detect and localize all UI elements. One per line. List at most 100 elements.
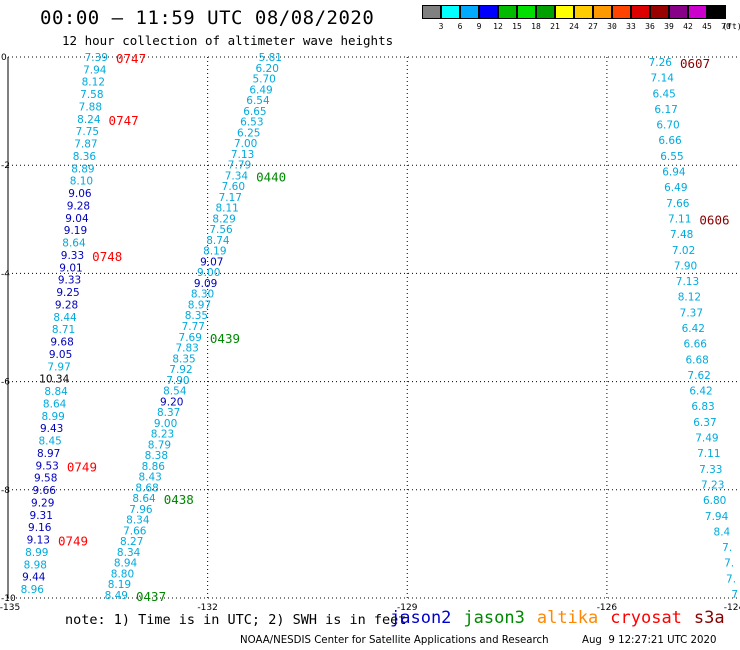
wave-height-value: 9.68 bbox=[50, 337, 73, 349]
pass-time-label: 0747 bbox=[116, 51, 146, 66]
colorbar-swatch bbox=[650, 5, 669, 19]
wave-height-value: 9.09 bbox=[194, 278, 217, 290]
colorbar-tick-label: 42 bbox=[683, 22, 693, 31]
wave-height-value: 7.90 bbox=[674, 260, 697, 272]
wave-height-value: 8.44 bbox=[53, 312, 77, 324]
colorbar-swatch bbox=[460, 5, 479, 19]
wave-height-value: 5.70 bbox=[252, 74, 275, 86]
wave-height-value: 7.87 bbox=[74, 139, 97, 151]
wave-height-value: 8.43 bbox=[138, 472, 161, 484]
wave-height-value: 8.68 bbox=[135, 482, 158, 494]
wave-height-value: 9.20 bbox=[160, 396, 183, 408]
wave-height-value: 10.34 bbox=[39, 374, 69, 386]
wave-height-value: 8.45 bbox=[38, 436, 61, 448]
wave-height-value: 6.54 bbox=[246, 95, 270, 107]
wave-height-value: 6.49 bbox=[664, 182, 687, 194]
wave-height-value: 8.27 bbox=[120, 536, 143, 548]
wave-height-value: 9.28 bbox=[55, 299, 78, 311]
wave-height-value: 8.36 bbox=[73, 151, 97, 163]
wave-height-value: 7.88 bbox=[79, 101, 102, 113]
y-tick-label: -2 bbox=[1, 161, 10, 171]
credit-line: NOAA/NESDIS Center for Satellite Applica… bbox=[240, 635, 549, 646]
colorbar-tick-label: 39 bbox=[664, 22, 674, 31]
wave-height-value: 7.00 bbox=[234, 138, 257, 150]
wave-height-value: 9.58 bbox=[34, 473, 57, 485]
wave-height-value: 8.94 bbox=[114, 558, 138, 570]
wave-height-value: 7.90 bbox=[166, 375, 189, 387]
wave-height-value: 6.68 bbox=[685, 354, 708, 366]
colorbar-tick-label: 9 bbox=[476, 22, 482, 31]
colorbar-swatch bbox=[517, 5, 536, 19]
colorbar-swatch bbox=[669, 5, 688, 19]
wave-height-value: 8.35 bbox=[185, 310, 208, 322]
units-note: note: 1) Time is in UTC; 2) SWH is in fe… bbox=[65, 612, 407, 628]
wave-height-value: 7.26 bbox=[649, 57, 673, 69]
wave-height-value: 7. bbox=[724, 558, 734, 570]
wave-height-value: 6.55 bbox=[660, 151, 683, 163]
wave-height-value: 9.00 bbox=[197, 267, 220, 279]
wave-height-value: 8.99 bbox=[41, 411, 64, 423]
pass-time-label: 0437 bbox=[136, 589, 166, 604]
wave-height-value: 6.20 bbox=[256, 63, 279, 75]
colorbar-swatch bbox=[555, 5, 574, 19]
wave-height-value: 6.42 bbox=[682, 323, 705, 335]
wave-height-value: 7.37 bbox=[680, 307, 703, 319]
wave-height-value: 6.94 bbox=[662, 167, 686, 179]
x-tick-label: -132 bbox=[197, 603, 217, 613]
pass-time-label: 0749 bbox=[67, 459, 97, 474]
wave-height-value: 7.11 bbox=[697, 448, 720, 460]
colorbar-tick-label: 3 bbox=[438, 22, 444, 31]
wave-height-value: 8.11 bbox=[215, 203, 238, 215]
wave-height-value: 9.53 bbox=[35, 460, 58, 472]
wave-height-value: 8.35 bbox=[172, 353, 195, 365]
pass-time-label: 0749 bbox=[58, 534, 88, 549]
wave-height-value: 7.69 bbox=[179, 332, 202, 344]
chart-subtitle: 12 hour collection of altimeter wave hei… bbox=[62, 33, 394, 48]
wave-height-value: 9.31 bbox=[30, 510, 53, 522]
y-tick-label: -8 bbox=[1, 486, 10, 496]
wave-height-value: 8.97 bbox=[188, 299, 211, 311]
wave-height-value: 9.00 bbox=[154, 418, 177, 430]
wave-height-value: 9.25 bbox=[56, 287, 79, 299]
colorbar-swatch bbox=[498, 5, 517, 19]
colorbar-swatch bbox=[688, 5, 707, 19]
wave-height-value: 8.99 bbox=[25, 547, 48, 559]
wave-height-value: 9.28 bbox=[67, 200, 90, 212]
satellite-legend-jason2: jason2 bbox=[390, 608, 452, 628]
generated-timestamp: Aug 9 12:27:21 UTC 2020 bbox=[582, 635, 717, 646]
wave-height-value: 8.34 bbox=[126, 515, 150, 527]
wave-height-value: 7.94 bbox=[83, 64, 107, 76]
x-tick-label: -126 bbox=[597, 603, 618, 613]
pass-time-label: 0439 bbox=[210, 331, 240, 346]
wave-height-value: 8.64 bbox=[132, 493, 156, 505]
wave-height-value: 8.12 bbox=[82, 77, 105, 89]
wave-height-value: 8.96 bbox=[21, 584, 45, 596]
colorbar-tick-label: 30 bbox=[607, 22, 617, 31]
y-tick-label: 0 bbox=[1, 53, 7, 63]
colorbar-swatch bbox=[441, 5, 460, 19]
wave-height-value: 8.64 bbox=[43, 398, 67, 410]
colorbar-swatch bbox=[574, 5, 593, 19]
wave-height-value: 8.30 bbox=[191, 289, 214, 301]
colorbar-tick-label: 45 bbox=[702, 22, 712, 31]
pass-time-label: 0748 bbox=[92, 249, 122, 264]
wave-height-value: 9.05 bbox=[49, 349, 72, 361]
colorbar-swatch bbox=[707, 5, 726, 19]
colorbar-swatch bbox=[536, 5, 555, 19]
wave-height-value: 6.42 bbox=[689, 386, 712, 398]
wave-height-value: 6.45 bbox=[652, 88, 675, 100]
chart-title: 00:00 – 11:59 UTC 08/08/2020 bbox=[40, 7, 375, 29]
wave-height-value: 8.79 bbox=[148, 439, 171, 451]
wave-height-value: 8.37 bbox=[157, 407, 180, 419]
x-tick-label: -124 bbox=[724, 603, 740, 613]
wave-height-value: 8.64 bbox=[62, 238, 86, 250]
y-tick-label: -6 bbox=[1, 378, 10, 388]
wave-height-value: 6.53 bbox=[240, 117, 263, 129]
wave-height-value: 7.97 bbox=[47, 361, 70, 373]
satellite-legend-s3a: s3a bbox=[693, 608, 725, 628]
wave-height-value: 8.29 bbox=[212, 213, 235, 225]
wave-height-value: 6.83 bbox=[691, 401, 714, 413]
wave-height-value: 9.13 bbox=[27, 535, 50, 547]
wave-height-value: 9.66 bbox=[33, 485, 57, 497]
